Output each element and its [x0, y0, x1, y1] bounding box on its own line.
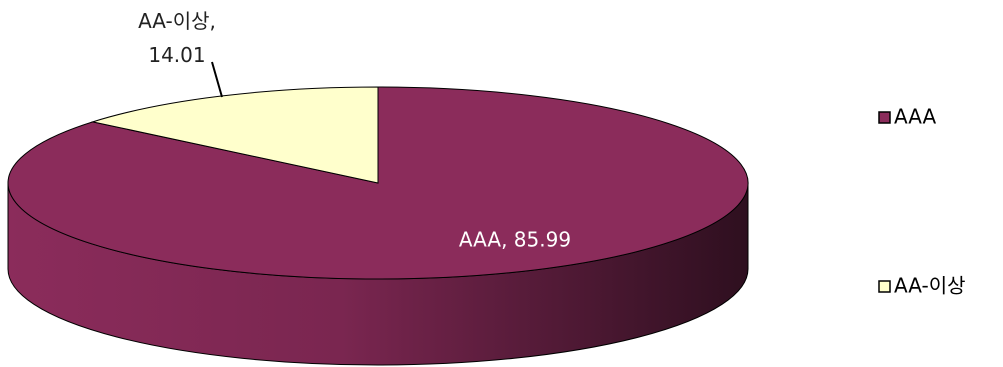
- legend-label: AA-이상: [894, 274, 966, 298]
- legend: AAA AA-이상: [878, 105, 966, 298]
- legend-label: AAA: [894, 105, 936, 129]
- pie-slice: [90, 86, 379, 184]
- pie-slice: [7, 86, 749, 280]
- pie: [7, 86, 749, 366]
- legend-swatch: [878, 111, 891, 124]
- data-label: AA-이상, 14.01: [138, 9, 216, 67]
- leader-line: [211, 61, 223, 98]
- data-label: AAA, 85.99: [459, 228, 571, 252]
- legend-swatch: [878, 280, 891, 293]
